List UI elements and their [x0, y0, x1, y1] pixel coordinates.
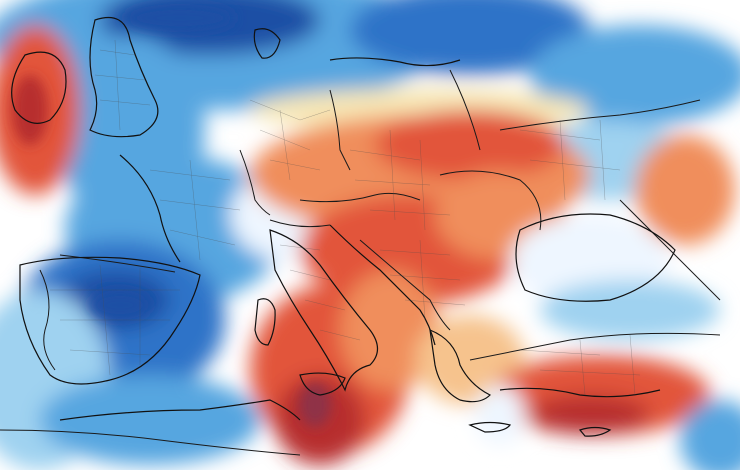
- coast-crete: [468, 421, 512, 433]
- coastlines: [11, 16, 676, 437]
- border-spain-portugal: [39, 269, 56, 371]
- border-north-africa: [0, 429, 301, 456]
- border-balkans: [359, 239, 451, 331]
- region-lines-spain: [50, 264, 180, 376]
- anomaly-hotspots: [12, 4, 331, 427]
- region-lines-britain: [94, 39, 151, 131]
- hotspot-sicily: [299, 383, 331, 427]
- border-italy-north: [269, 219, 331, 228]
- coast-baltic: [329, 57, 461, 67]
- coast-britain: [89, 16, 159, 138]
- hotspot-scandinavia-cold: [125, 4, 235, 32]
- cold-region-southeast: [680, 400, 740, 470]
- border-germany-poland: [329, 89, 351, 171]
- cold-region-north-africa: [40, 375, 260, 465]
- hotspot-ireland: [12, 75, 48, 145]
- border-france-germany: [239, 149, 271, 216]
- coast-turkey-south: [499, 387, 661, 398]
- coast-black-sea: [515, 213, 676, 302]
- cold-region-anatolia-north: [540, 280, 720, 340]
- coast-ireland: [11, 51, 67, 124]
- border-romania: [439, 170, 542, 231]
- coast-sardinia: [254, 298, 276, 346]
- coast-greece: [429, 329, 492, 403]
- border-turkey: [469, 332, 721, 361]
- border-poland-east: [449, 69, 481, 151]
- cold-region-baltic: [350, 0, 590, 75]
- border-ukraine: [499, 99, 701, 131]
- warm-region-poland: [375, 110, 565, 180]
- neutral-aegean: [475, 385, 525, 445]
- region-lines-turkey: [519, 334, 641, 396]
- region-lines-ukraine: [519, 119, 621, 201]
- border-austria-hungary: [299, 192, 421, 203]
- regional-boundaries: [50, 39, 641, 396]
- coast-adriatic-east: [329, 224, 436, 346]
- hotspot-iberia-cold: [90, 290, 150, 320]
- cold-region-northeast: [530, 25, 740, 125]
- region-lines-central: [349, 129, 451, 231]
- coast-italy: [269, 229, 379, 392]
- coast-north-africa: [59, 399, 301, 421]
- region-lines-balkans: [379, 239, 466, 321]
- coast-cyprus: [578, 426, 612, 437]
- border-east: [619, 199, 721, 301]
- coast-sicily: [299, 372, 346, 396]
- region-lines-germany: [249, 99, 331, 181]
- country-borders: [0, 69, 721, 456]
- border-france-spain: [59, 254, 176, 273]
- coast-france-atlantic: [119, 154, 181, 263]
- coast-denmark: [253, 28, 281, 59]
- region-lines-italy: [279, 244, 361, 341]
- warm-region-levant: [530, 395, 650, 435]
- region-lines-france: [149, 159, 241, 261]
- warm-region-caucasus: [635, 135, 735, 245]
- coast-iberia: [19, 256, 201, 385]
